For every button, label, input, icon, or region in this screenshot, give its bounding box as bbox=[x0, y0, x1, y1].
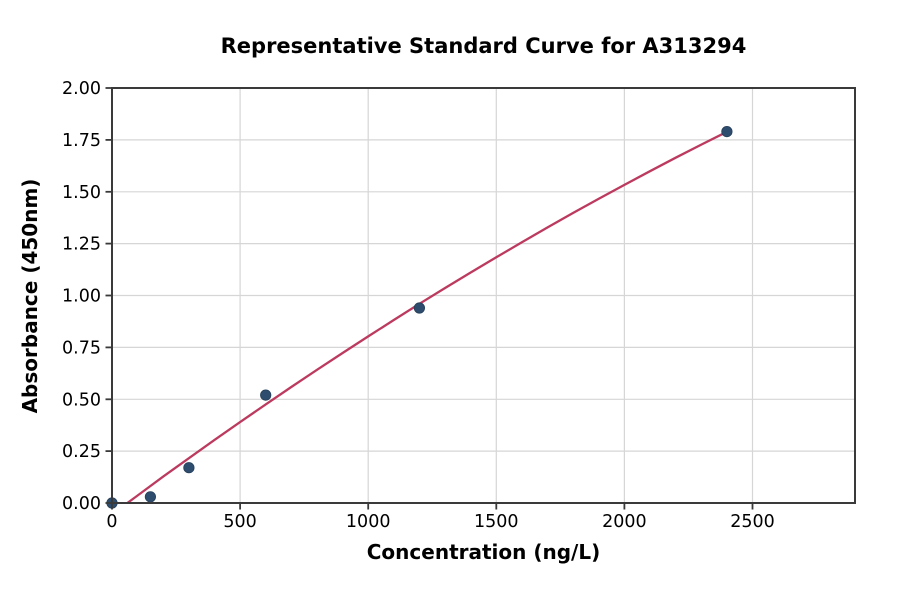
y-tick-label: 1.25 bbox=[62, 235, 101, 255]
x-axis-label: Concentration (ng/L) bbox=[366, 540, 601, 564]
y-tick-label: 2.00 bbox=[62, 79, 101, 99]
x-tick-label: 1500 bbox=[474, 512, 519, 532]
x-tick-label: 2500 bbox=[730, 512, 775, 532]
data-point-marker bbox=[144, 491, 156, 503]
x-tick-label: 500 bbox=[223, 512, 256, 532]
chart-title: Representative Standard Curve for A31329… bbox=[220, 34, 747, 58]
y-tick-label: 0.75 bbox=[62, 338, 101, 358]
x-tick-label: 1000 bbox=[346, 512, 391, 532]
data-point-marker bbox=[183, 462, 195, 474]
y-tick-label: 1.00 bbox=[62, 287, 101, 307]
fit-curve-line bbox=[126, 130, 729, 503]
data-point-marker bbox=[413, 302, 425, 314]
y-tick-label: 0.25 bbox=[62, 442, 101, 462]
x-tick-label: 2000 bbox=[602, 512, 647, 532]
x-tick-label: 0 bbox=[106, 512, 117, 532]
y-tick-label: 1.50 bbox=[62, 183, 101, 203]
y-tick-label: 0.50 bbox=[62, 390, 101, 410]
data-point-marker bbox=[260, 389, 272, 401]
y-tick-label: 0.00 bbox=[62, 494, 101, 514]
data-point-marker bbox=[721, 126, 733, 138]
y-tick-label: 1.75 bbox=[62, 131, 101, 151]
